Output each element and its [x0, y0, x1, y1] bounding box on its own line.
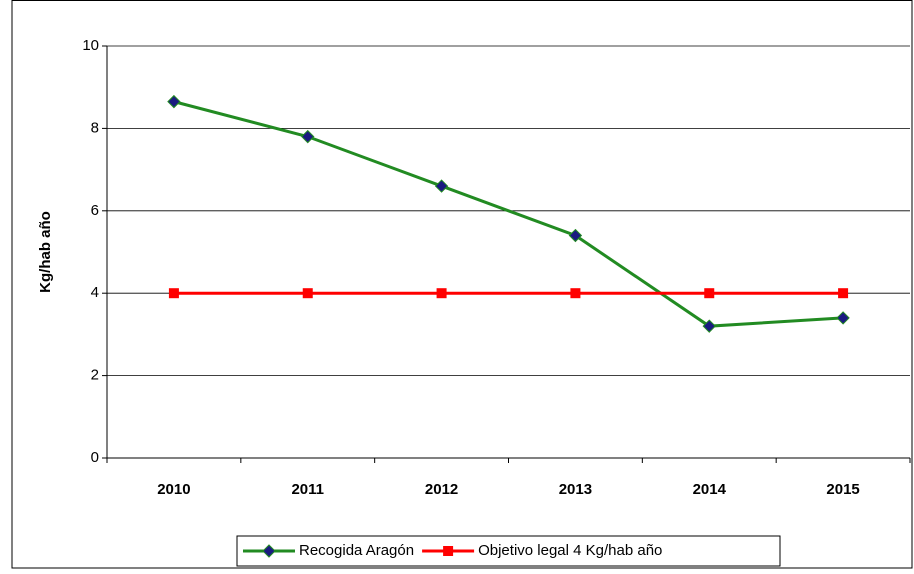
x-tick-label: 2011 — [291, 481, 324, 498]
marker — [443, 546, 454, 556]
y-tick-label: 10 — [82, 37, 99, 54]
marker — [167, 94, 181, 109]
x-tick-label: 2012 — [425, 481, 458, 498]
marker — [570, 288, 581, 299]
marker — [568, 228, 583, 243]
chart-frame — [11, 0, 913, 569]
series-line — [173, 100, 844, 328]
marker — [836, 311, 850, 325]
y-tick-label: 6 — [91, 202, 99, 219]
x-tick-label: 2010 — [157, 481, 190, 498]
y-axis-label: Kg/hab año — [37, 211, 54, 293]
marker — [301, 129, 315, 144]
legend-label: Objetivo legal 4 Kg/hab año — [478, 542, 662, 559]
x-tick-label: 2015 — [826, 481, 859, 498]
x-tick-label: 2014 — [693, 481, 727, 498]
marker — [168, 288, 179, 299]
legend-label: Recogida Aragón — [299, 542, 414, 559]
y-tick-label: 0 — [91, 449, 99, 466]
marker — [702, 319, 716, 333]
marker — [436, 288, 447, 299]
marker — [262, 544, 276, 558]
legend-box — [236, 535, 781, 567]
marker — [704, 288, 715, 299]
y-tick-label: 8 — [91, 119, 99, 136]
x-tick-label: 2013 — [559, 481, 592, 498]
y-tick-label: 2 — [91, 367, 99, 384]
marker — [302, 288, 313, 299]
y-tick-label: 4 — [91, 284, 99, 301]
marker — [838, 288, 849, 299]
marker — [434, 179, 449, 193]
